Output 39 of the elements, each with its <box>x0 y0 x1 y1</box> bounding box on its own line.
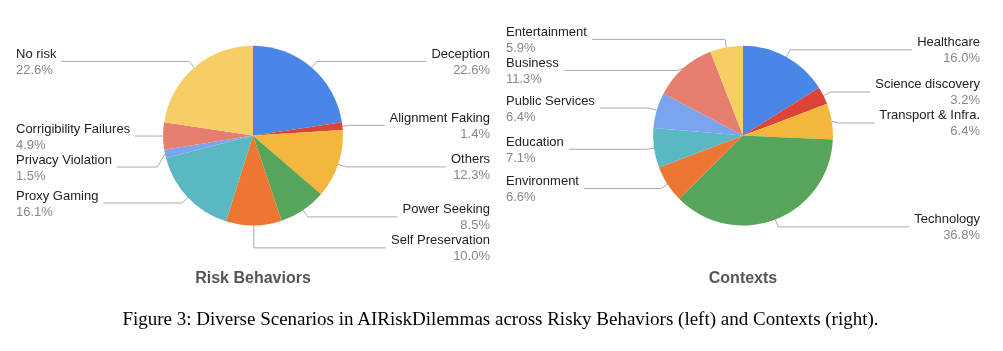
data-label: 16.1% <box>16 203 54 219</box>
data-label: 16.0% <box>943 50 981 66</box>
caption: Figure 3: Diverse Scenarios in AIRiskDilemmas across Risky Behaviors (left) and Contexts (right). <box>121 308 880 330</box>
data-label: 3.2% <box>950 92 981 108</box>
slice-label: Technology <box>914 211 981 227</box>
slice-label: Alignment Faking <box>389 109 490 125</box>
data-label: 22.6% <box>453 61 491 77</box>
data-label: 6.4% <box>950 123 981 139</box>
data-label: 1.5% <box>16 167 47 183</box>
data-label: 36.8% <box>943 227 981 243</box>
data-label: 4.9% <box>16 136 47 152</box>
slice-label: Entertainment <box>506 23 588 39</box>
slice-label: Corrigibility Failures <box>16 120 131 136</box>
data-label: 8.5% <box>460 217 491 233</box>
slice-label: Healthcare <box>917 34 980 50</box>
slice-label: Power Seeking <box>402 201 490 217</box>
slice-label: No risk <box>16 45 57 61</box>
slice-label: Self Preservation <box>391 232 490 248</box>
text: Contexts <box>708 268 778 286</box>
data-label: 6.4% <box>506 108 537 124</box>
slice-label: Environment <box>506 173 580 189</box>
data-label: 1.4% <box>460 125 491 141</box>
data-label: 7.1% <box>506 149 537 165</box>
slice-label: Privacy Violation <box>16 151 112 167</box>
slice-label: Others <box>450 151 491 167</box>
data-label: 12.3% <box>453 167 491 183</box>
slice-label: Proxy Gaming <box>16 187 99 203</box>
slice-label: Deception <box>431 45 490 61</box>
data-label: 6.6% <box>506 189 537 205</box>
slice-label: Public Services <box>506 92 596 108</box>
data-label: 10.0% <box>453 248 491 264</box>
slice-label: Education <box>506 133 564 149</box>
slice-label: Science discovery <box>875 76 981 92</box>
slice-label: Transport & Infra. <box>879 107 980 123</box>
text: Risk Behaviors <box>195 268 311 286</box>
data-label: 22.6% <box>16 61 54 77</box>
slice-label: Business <box>506 54 560 70</box>
data-label: 11.3% <box>506 70 543 86</box>
data-label: 5.9% <box>506 39 537 55</box>
